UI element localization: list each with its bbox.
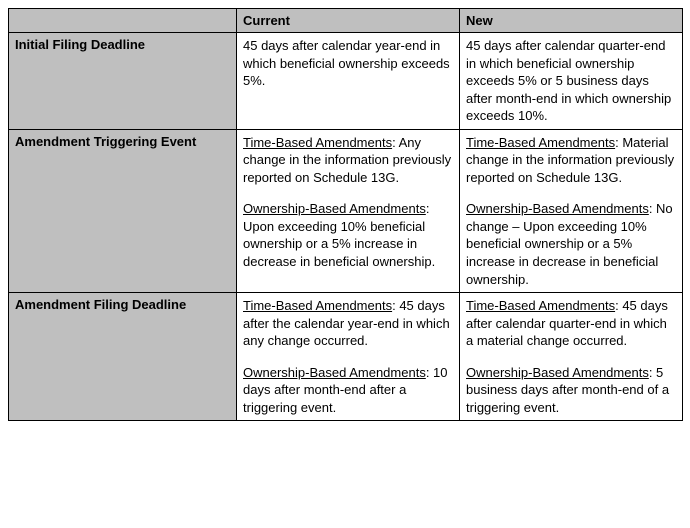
cell-paragraph: 45 days after calendar quarter-end in wh… — [466, 37, 676, 125]
cell-paragraph: Ownership-Based Amendments: Upon exceedi… — [243, 200, 453, 270]
cell-paragraph: Time-Based Amendments: 45 days after the… — [243, 297, 453, 350]
row-label: Initial Filing Deadline — [9, 33, 237, 130]
row-label: Amendment Filing Deadline — [9, 293, 237, 421]
paragraph-lead: Ownership-Based Amendments — [466, 365, 649, 380]
paragraph-lead: Time-Based Amendments — [243, 298, 392, 313]
cell-paragraph: Time-Based Amendments: Material change i… — [466, 134, 676, 187]
table-row: Amendment Triggering EventTime-Based Ame… — [9, 129, 683, 292]
cell-new: 45 days after calendar quarter-end in wh… — [460, 33, 683, 130]
paragraph-lead: Ownership-Based Amendments — [466, 201, 649, 216]
cell-paragraph: Ownership-Based Amendments: No change – … — [466, 200, 676, 288]
cell-paragraph: Ownership-Based Amendments: 5 business d… — [466, 364, 676, 417]
cell-current: Time-Based Amendments: 45 days after the… — [237, 293, 460, 421]
header-current: Current — [237, 9, 460, 33]
paragraph-lead: Ownership-Based Amendments — [243, 365, 426, 380]
paragraph-body: 45 days after calendar quarter-end in wh… — [466, 38, 671, 123]
filing-rules-table: Current New Initial Filing Deadline45 da… — [8, 8, 683, 421]
table-row: Initial Filing Deadline45 days after cal… — [9, 33, 683, 130]
cell-paragraph: Time-Based Amendments: 45 days after cal… — [466, 297, 676, 350]
paragraph-lead: Time-Based Amendments — [466, 298, 615, 313]
header-new: New — [460, 9, 683, 33]
header-row: Current New — [9, 9, 683, 33]
paragraph-lead: Ownership-Based Amendments — [243, 201, 426, 216]
cell-new: Time-Based Amendments: Material change i… — [460, 129, 683, 292]
paragraph-body: 45 days after calendar year-end in which… — [243, 38, 450, 88]
cell-new: Time-Based Amendments: 45 days after cal… — [460, 293, 683, 421]
table-row: Amendment Filing DeadlineTime-Based Amen… — [9, 293, 683, 421]
paragraph-lead: Time-Based Amendments — [243, 135, 392, 150]
table-body: Initial Filing Deadline45 days after cal… — [9, 33, 683, 421]
header-empty — [9, 9, 237, 33]
cell-paragraph: Ownership-Based Amendments: 10 days afte… — [243, 364, 453, 417]
cell-paragraph: Time-Based Amendments: Any change in the… — [243, 134, 453, 187]
cell-paragraph: 45 days after calendar year-end in which… — [243, 37, 453, 90]
cell-current: Time-Based Amendments: Any change in the… — [237, 129, 460, 292]
cell-current: 45 days after calendar year-end in which… — [237, 33, 460, 130]
row-label: Amendment Triggering Event — [9, 129, 237, 292]
paragraph-lead: Time-Based Amendments — [466, 135, 615, 150]
